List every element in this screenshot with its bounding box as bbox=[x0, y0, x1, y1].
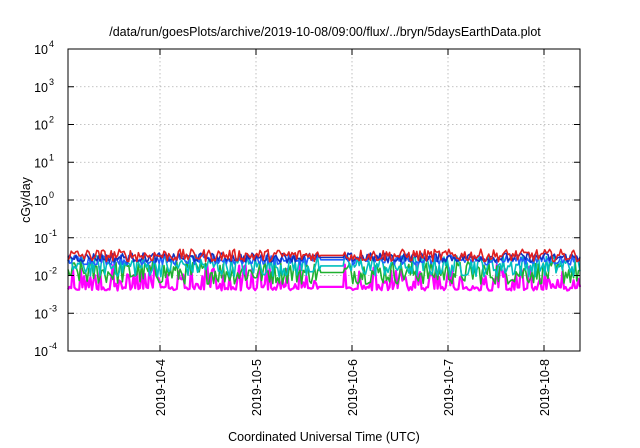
x-tick-label: 2019-10-4 bbox=[154, 359, 168, 416]
y-tick-exponent: -2 bbox=[49, 266, 57, 276]
x-tick-label: 2019-10-8 bbox=[538, 359, 552, 416]
y-tick-exponent: -1 bbox=[49, 228, 57, 238]
y-tick-exponent: -4 bbox=[49, 341, 57, 351]
y-tick-base: 10 bbox=[34, 81, 48, 95]
y-tick-label: 10 bbox=[34, 307, 48, 321]
y-tick-base: 10 bbox=[34, 156, 48, 170]
y-tick-label: 10 bbox=[34, 81, 48, 95]
y-tick-label: 10 bbox=[34, 232, 48, 246]
y-tick-label: 10 bbox=[34, 43, 48, 57]
y-tick-base: 10 bbox=[34, 345, 48, 359]
y-tick-exponent: -3 bbox=[49, 303, 57, 313]
y-tick-label: 10 bbox=[34, 156, 48, 170]
y-tick-base: 10 bbox=[34, 43, 48, 57]
y-tick-label: 10 bbox=[34, 119, 48, 133]
series-layer bbox=[67, 248, 582, 292]
y-tick-exponent: 0 bbox=[49, 190, 54, 200]
y-tick-exponent: 1 bbox=[49, 152, 54, 162]
y-tick-exponent: 4 bbox=[49, 39, 54, 49]
y-tick-base: 10 bbox=[34, 270, 48, 284]
x-tick-label: 2019-10-7 bbox=[442, 359, 456, 416]
x-tick-label: 2019-10-5 bbox=[250, 359, 264, 416]
series-line-3 bbox=[67, 254, 581, 278]
y-axis-label: cGy/day bbox=[19, 176, 33, 223]
y-tick-base: 10 bbox=[34, 232, 48, 246]
y-tick-base: 10 bbox=[34, 194, 48, 208]
x-axis-label: Coordinated Universal Time (UTC) bbox=[228, 430, 420, 444]
y-tick-exponent: 2 bbox=[49, 115, 54, 125]
series-line-6 bbox=[67, 248, 581, 263]
y-tick-base: 10 bbox=[34, 307, 48, 321]
y-tick-label: 10 bbox=[34, 270, 48, 284]
chart-title: /data/run/goesPlots/archive/2019-10-08/0… bbox=[109, 25, 541, 39]
x-tick-label: 2019-10-6 bbox=[346, 359, 360, 416]
y-tick-label: 10 bbox=[34, 194, 48, 208]
y-tick-label: 10 bbox=[34, 345, 48, 359]
grid bbox=[68, 49, 580, 351]
y-tick-base: 10 bbox=[34, 119, 48, 133]
y-tick-exponent: 3 bbox=[49, 77, 54, 87]
